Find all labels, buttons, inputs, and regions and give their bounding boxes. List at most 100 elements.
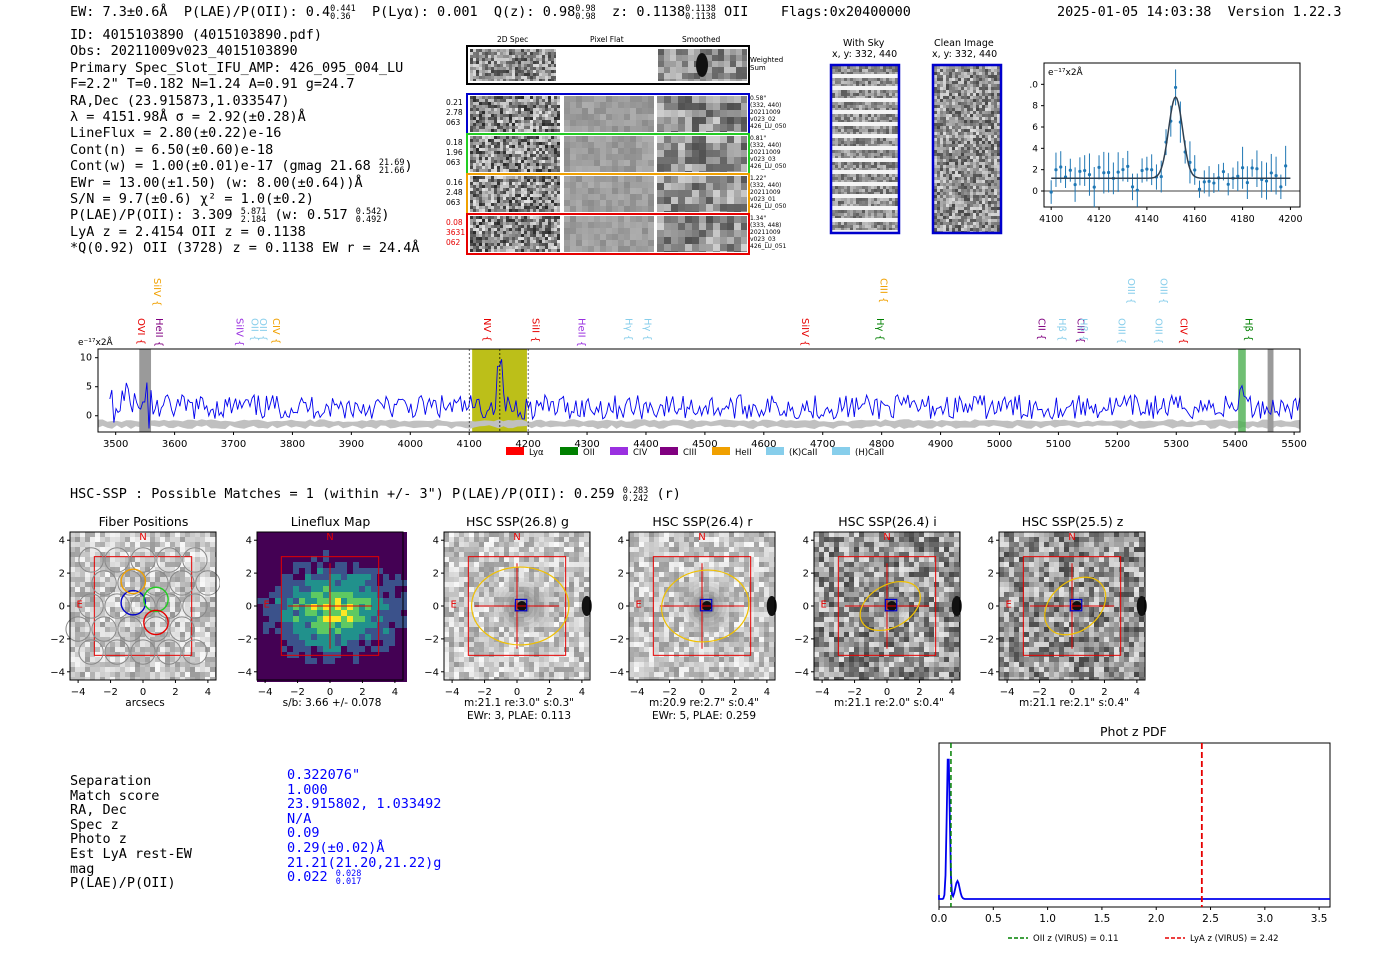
full-xtick-label: 5200 <box>1105 439 1130 450</box>
panel-ytick-label: −4 <box>979 667 994 678</box>
full-xtick-label: 3800 <box>280 439 305 450</box>
panel-ytick-label: 2 <box>988 569 994 580</box>
header-z-line: OII <box>723 4 749 20</box>
fiber-red <box>143 609 169 636</box>
clean-title: Clean Image <box>934 38 994 49</box>
match-label-5: Est LyA rest-EW <box>70 845 192 862</box>
panel-ytick-label: −2 <box>609 634 624 645</box>
fiber-row-right-0: 0.58" (332, 440) 20211009 v023_02 426_LU_050 <box>750 95 787 130</box>
info-ewr: EWr = 13.00(±1.50) (w: 8.00(±0.64))Å <box>70 174 363 191</box>
full-xtick-label: 5500 <box>1281 439 1306 450</box>
fiber-flat-2 <box>564 176 654 212</box>
line-label: CIV { <box>1177 318 1188 344</box>
panel-xtick-label: −4 <box>630 687 645 698</box>
panel-xtick-label: −2 <box>290 687 305 698</box>
full-ytick-label: 0 <box>86 411 92 422</box>
with-sky-image <box>832 66 898 234</box>
match-label-4: Photo z <box>70 831 127 848</box>
fiber-flat-3 <box>564 216 654 252</box>
zoom-point <box>1264 179 1269 183</box>
source-box <box>1069 598 1083 612</box>
line-label: CII { <box>1035 318 1046 340</box>
panel-xtick-label: 0 <box>327 687 333 698</box>
panel-ytick-label: −2 <box>979 634 994 645</box>
galaxy-ellipse <box>660 569 750 643</box>
zoom-point <box>1212 181 1216 185</box>
panel-title-1: Lineflux Map <box>290 514 371 529</box>
fiber-flat-0 <box>564 96 654 132</box>
col-2d-label: 2D Spec <box>497 35 529 44</box>
with-sky-frame <box>829 63 901 235</box>
match-label-1: Match score <box>70 787 160 804</box>
photz-axes <box>938 742 1331 908</box>
fiber-circle <box>130 593 156 619</box>
full-xtick-label: 3600 <box>162 439 187 450</box>
fiber-circle <box>182 593 208 619</box>
header-meta: 2025-01-05 14:03:38 Version 1.22.3 <box>1057 4 1342 20</box>
info-lineflux: LineFlux = 2.80(±0.22)e-16 <box>70 125 282 142</box>
panel-xtick-label: 4 <box>392 687 398 698</box>
source-box <box>514 598 528 612</box>
panel-ytick-label: −4 <box>794 667 809 678</box>
clean-xy: x, y: 332, 440 <box>932 49 998 60</box>
fiber-smooth-0 <box>657 96 747 132</box>
zoom-point <box>1145 167 1149 171</box>
match-value-2: 23.915802, 1.033492 <box>287 796 442 813</box>
line-label: Hγ { <box>622 318 633 341</box>
panel-noise-5 <box>999 532 1145 680</box>
fiber-circle <box>130 547 156 573</box>
match-label-2: RA, Dec <box>70 802 127 819</box>
zoom-point <box>1135 188 1139 192</box>
fiber-circle <box>117 616 143 642</box>
full-xtick-label: 5400 <box>1222 439 1247 450</box>
info-radec: RA,Dec (23.915873,1.033547) <box>70 92 290 109</box>
fiber-flat-1 <box>564 136 654 172</box>
photz-xtick-label: 0.0 <box>931 913 948 925</box>
source-box <box>699 598 713 612</box>
legend-label: CIII <box>683 448 696 458</box>
full-xtick-label: 4000 <box>398 439 423 450</box>
with-sky-xy: x, y: 332, 440 <box>832 49 898 60</box>
masked-region-2 <box>1267 349 1274 432</box>
line-label: Hγ { <box>641 318 652 341</box>
search-box <box>652 556 752 656</box>
zoom-point <box>1083 168 1087 173</box>
photz-xtick-label: 2.5 <box>1202 913 1219 925</box>
header-z: z: 0.1138 <box>611 4 686 20</box>
header-ew: EW: 7.3±0.6Å <box>70 4 168 20</box>
panel-xtick-label: −2 <box>847 687 862 698</box>
fiber-2d-1 <box>470 136 560 172</box>
line-label: CIII { <box>878 278 889 303</box>
legend-lya-label: LyA z (VIRUS) = 2.42 <box>1190 934 1279 944</box>
legend-swatch <box>832 447 850 455</box>
fiber-row-left-2: 0.16 2.48 063 <box>446 178 463 207</box>
header-qz-frac: 0.98 0.98 <box>575 4 596 22</box>
fiber-row-frame-3 <box>466 213 750 255</box>
fiber-circle <box>182 547 208 573</box>
match-value-4: 0.09 <box>287 825 320 842</box>
header-qz: Q(z): 0.98 <box>493 4 576 20</box>
line-label: OIII { <box>1116 318 1127 344</box>
panel-image-2: N E 4 2 0 −2 −4 −4 −2 0 2 4 <box>424 531 592 698</box>
panel-caption-1-0: s/b: 3.66 +/- 0.078 <box>282 697 382 709</box>
with-sky-title: With Sky <box>843 38 885 49</box>
full-xtick-label: 4800 <box>869 439 894 450</box>
photz-xtick-label: 2.0 <box>1148 913 1165 925</box>
full-ytick-label: 10 <box>80 353 92 364</box>
panel-title-0: Fiber Positions <box>98 514 189 529</box>
panel-xtick-label: 0 <box>140 687 146 698</box>
full-xtick-label: 4200 <box>515 439 540 450</box>
zoom-xtick-label: 4180 <box>1230 214 1254 225</box>
legend-label: Lyα <box>529 448 544 458</box>
fiber-row-left-0: 0.21 2.78 063 <box>446 98 463 127</box>
panel-xtick-label: −2 <box>1032 687 1047 698</box>
panel-noise-2 <box>444 532 590 680</box>
panel-xtick-label: 4 <box>205 687 211 698</box>
col-smooth-label: Smoothed <box>682 35 721 44</box>
fiber-circle <box>182 639 208 665</box>
panel-xtick-label: 4 <box>1134 687 1140 698</box>
fiber-circle <box>169 570 195 596</box>
panel-xtick-label: 4 <box>949 687 955 698</box>
info-plae: P(LAE)/P(OII): 3.309 5.871 2.184 (w: 0.51… <box>70 207 390 226</box>
panel-xtick-label: −2 <box>662 687 677 698</box>
